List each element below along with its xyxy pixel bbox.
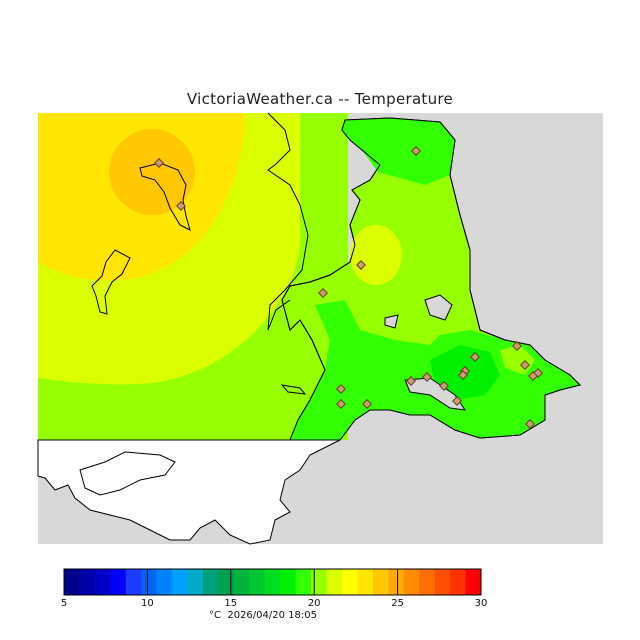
colorbar-tick-label: 5 [60, 598, 68, 609]
colorbar-swatch [125, 569, 142, 595]
colorbar-swatch [264, 569, 281, 595]
station-marker[interactable] [422, 372, 432, 382]
colorbar-swatch [218, 569, 235, 595]
stations [154, 146, 543, 429]
land-green-north [342, 118, 455, 185]
colorbar-swatch [203, 569, 219, 595]
land-yellow-bubble [350, 225, 402, 285]
mainland-east [281, 117, 581, 441]
colorbar-swatch [156, 569, 173, 595]
colorbar-swatch [326, 569, 343, 595]
colorbar-tick-label: 30 [474, 598, 488, 609]
station-marker[interactable] [512, 341, 522, 351]
station-marker[interactable] [318, 288, 328, 298]
colorbar-swatch [295, 569, 312, 595]
island-north [139, 162, 191, 231]
island-west [91, 249, 131, 315]
station-marker[interactable] [176, 201, 186, 211]
station-marker[interactable] [439, 381, 449, 391]
colorbar-tick-label: 25 [391, 598, 404, 609]
colorbar-swatch [172, 569, 188, 595]
unit-label: °C [209, 610, 221, 621]
colorbar-swatch [280, 569, 297, 595]
timestamp: 2026/04/20 18:05 [227, 610, 317, 621]
colorbar-swatch [79, 569, 96, 595]
inlet-east [404, 377, 467, 411]
station-marker[interactable] [528, 371, 538, 381]
islet-south [280, 384, 307, 395]
colorbar-swatch [388, 569, 405, 595]
station-marker[interactable] [452, 396, 462, 406]
south-island-outline [79, 451, 176, 496]
colorbar-swatch [187, 569, 204, 595]
station-marker[interactable] [525, 419, 535, 429]
station-marker[interactable] [362, 399, 372, 409]
map-title: VictoriaWeather.ca -- Temperature [186, 90, 454, 108]
colorbar-swatch [342, 569, 358, 595]
colorbar [63, 568, 482, 596]
mainland-coastline [281, 117, 581, 441]
colorbar-swatch [110, 569, 127, 595]
station-marker[interactable] [336, 399, 346, 409]
colorbar-swatch [434, 569, 451, 595]
lake-2 [384, 314, 399, 329]
colorbar-swatch [372, 569, 389, 595]
colorbar-tick-label: 10 [141, 598, 154, 609]
colorbar-swatch [311, 569, 327, 595]
colorbar-swatch [64, 569, 80, 595]
station-marker[interactable] [520, 360, 530, 370]
south-landmass [37, 439, 341, 545]
colorbar-swatch [141, 569, 158, 595]
lake-1 [424, 294, 453, 321]
colorbar-swatch [465, 569, 482, 595]
colorbar-swatch [233, 569, 250, 595]
zone-yellow-orange [109, 129, 195, 215]
west-coastline [267, 112, 309, 331]
colorbar-tick-label: 20 [307, 598, 321, 609]
colorbar-swatch [450, 569, 466, 595]
colorbar-swatch [403, 569, 420, 595]
colorbar-swatch [419, 569, 436, 595]
colorbar-swatch [357, 569, 374, 595]
lakes [384, 294, 467, 411]
station-marker[interactable] [356, 260, 366, 270]
temperature-zones [38, 113, 348, 440]
station-marker[interactable] [458, 370, 468, 380]
station-marker[interactable] [470, 352, 480, 362]
station-marker[interactable] [154, 158, 164, 168]
station-marker[interactable] [411, 146, 421, 156]
colorbar-swatch [94, 569, 111, 595]
station-marker[interactable] [406, 376, 416, 386]
colorbar-tick-label: 15 [224, 598, 238, 609]
footer-caption: °C 2026/04/20 18:05 [209, 610, 317, 621]
station-marker[interactable] [336, 384, 346, 394]
colorbar-swatch [249, 569, 266, 595]
islands-west [91, 162, 307, 395]
